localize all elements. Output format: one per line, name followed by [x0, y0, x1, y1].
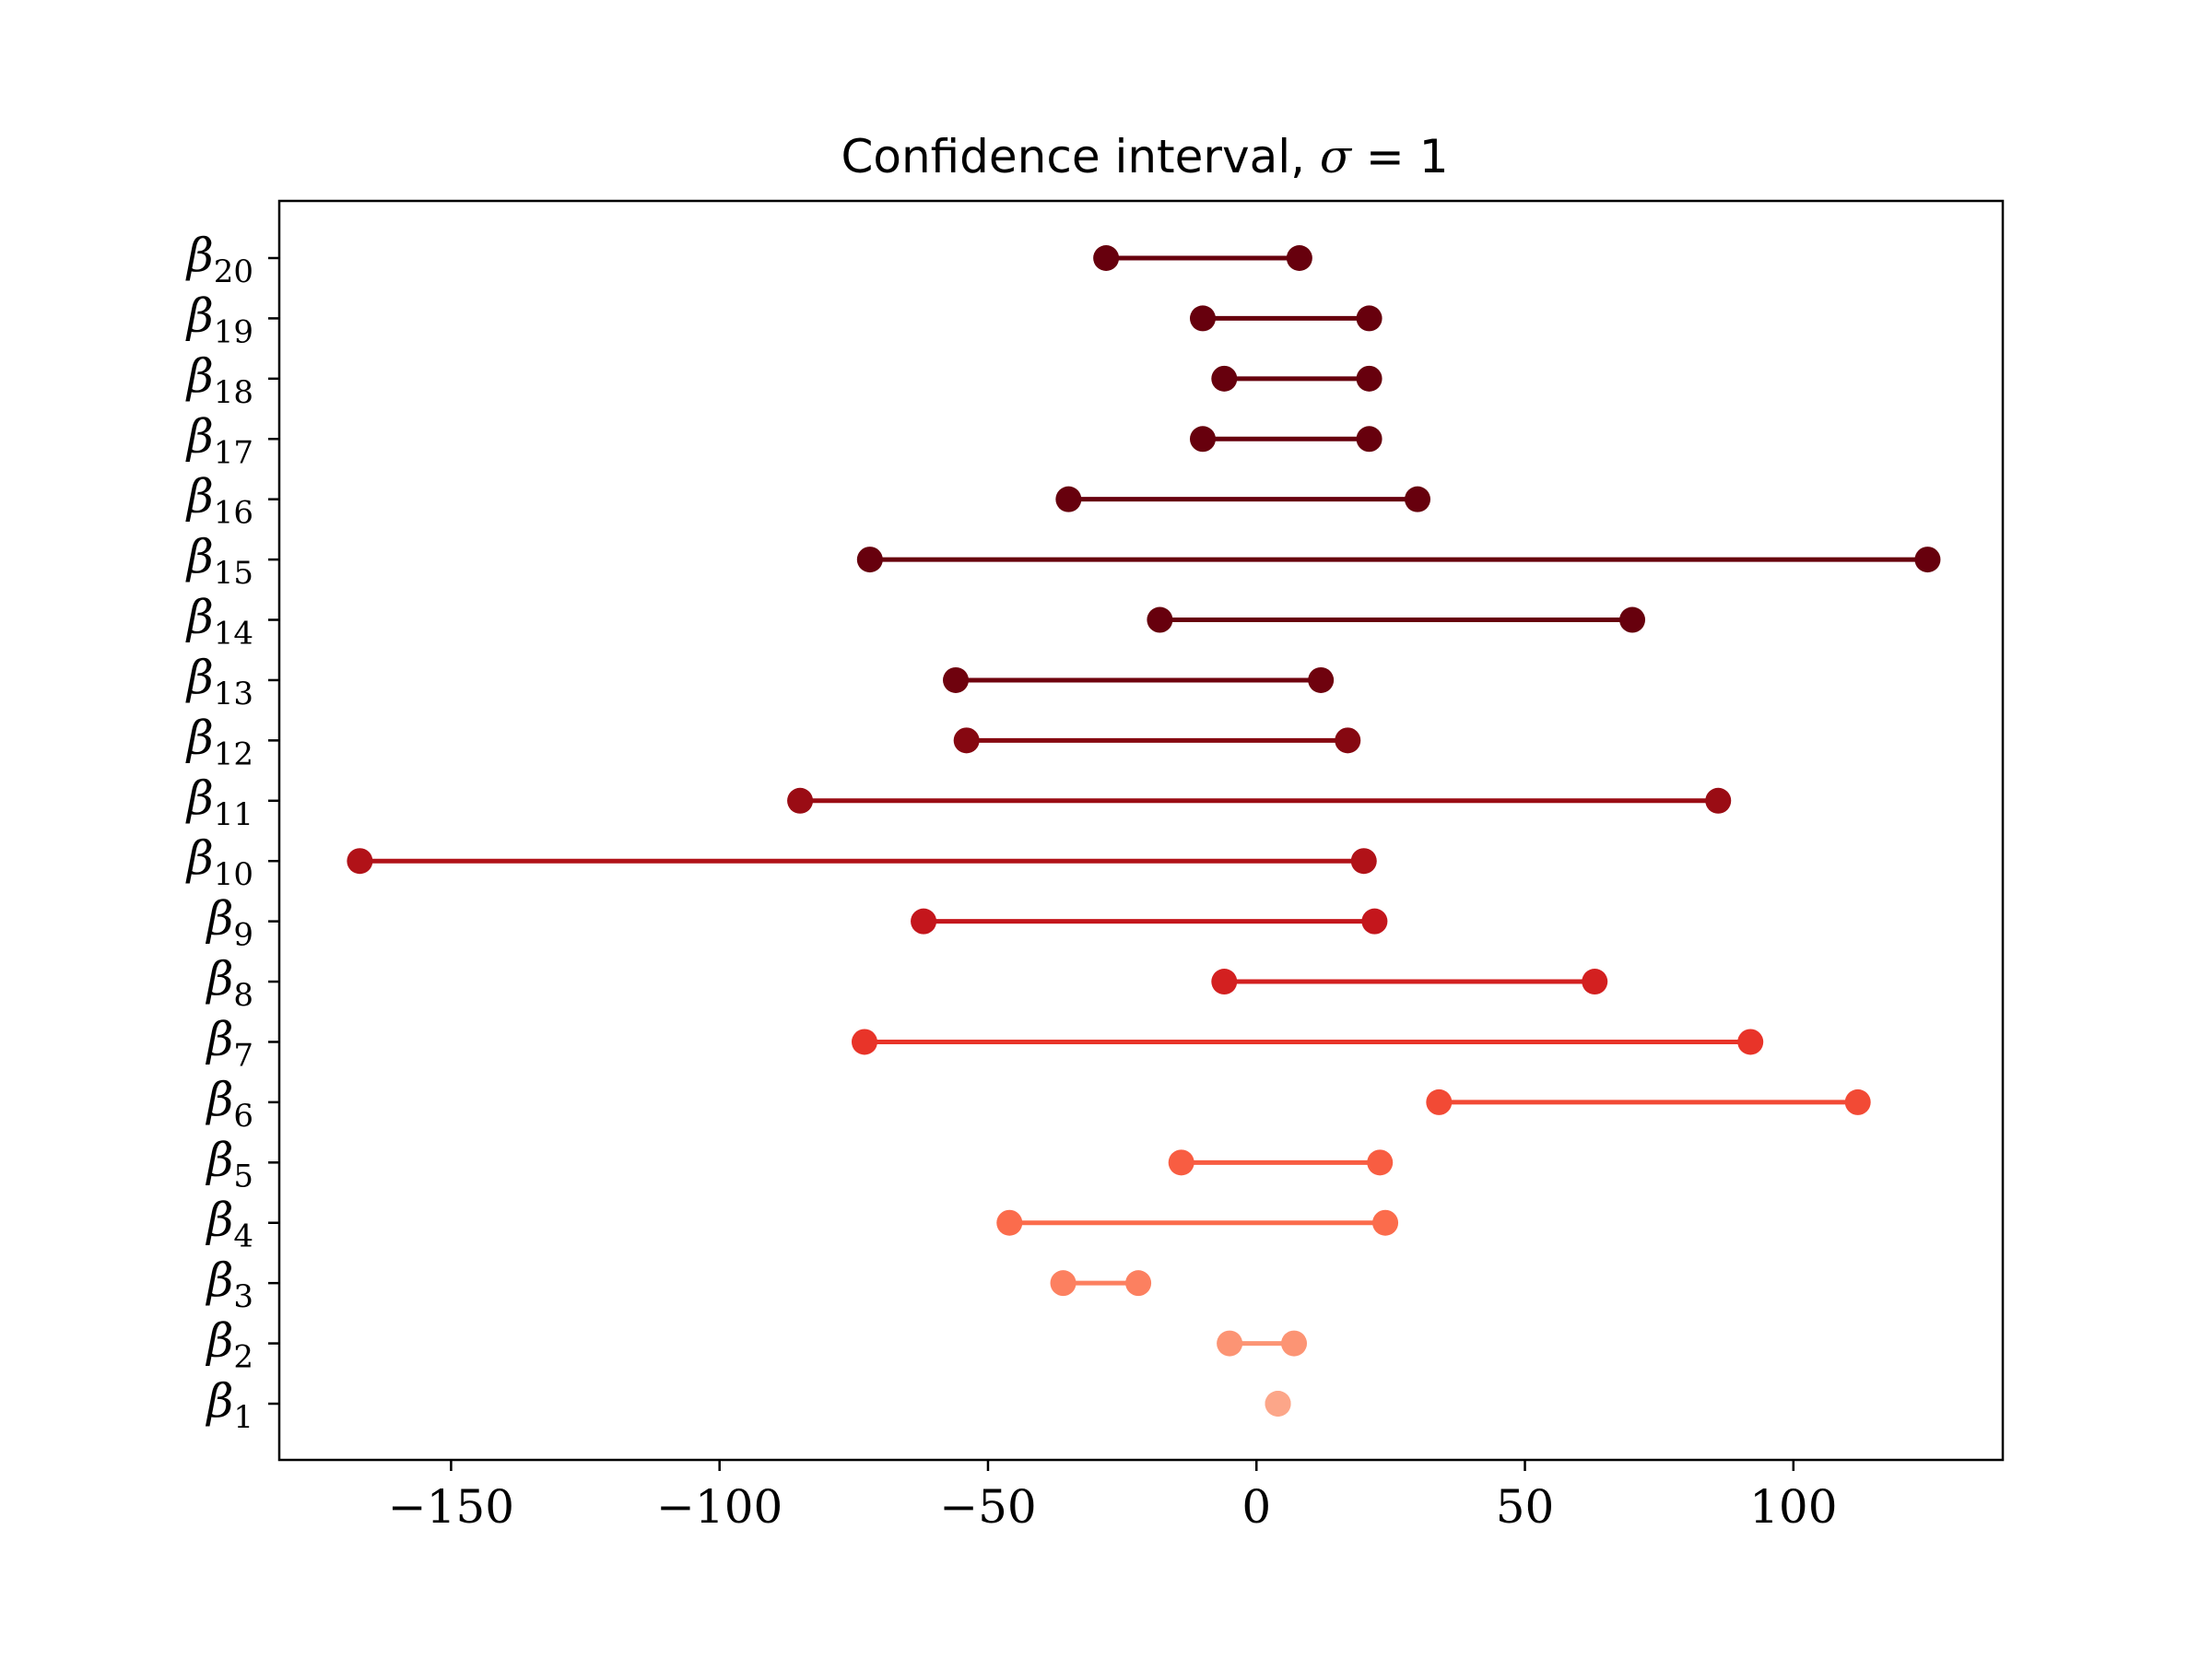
y-tick-label: β3	[205, 1253, 253, 1315]
interval-beta-19	[1189, 305, 1382, 332]
interval-high-point	[1125, 1270, 1152, 1297]
interval-low-point	[1211, 969, 1238, 995]
interval-beta-11	[787, 787, 1732, 814]
y-tick-label: β1	[205, 1374, 253, 1436]
x-tick-label: 100	[1749, 1480, 1837, 1534]
y-tick-label: β8	[205, 952, 253, 1014]
y-tick-label: β14	[185, 591, 253, 653]
interval-high-point	[1265, 1391, 1291, 1417]
interval-low-point	[943, 666, 970, 693]
interval-low-point	[787, 787, 814, 814]
interval-beta-9	[911, 908, 1388, 935]
interval-high-point	[1737, 1029, 1764, 1055]
interval-high-point	[1286, 245, 1312, 271]
interval-beta-20	[1093, 245, 1312, 271]
x-tick-label: −150	[388, 1480, 514, 1534]
y-tick-label: β4	[205, 1194, 253, 1255]
interval-low-point	[1189, 305, 1216, 332]
interval-low-point	[1426, 1088, 1453, 1115]
interval-high-point	[1582, 969, 1608, 995]
x-tick-label: −50	[939, 1480, 1037, 1534]
interval-low-point	[953, 727, 980, 754]
interval-low-point	[1211, 365, 1238, 392]
interval-high-point	[1367, 1149, 1394, 1176]
interval-beta-7	[851, 1029, 1764, 1055]
interval-low-point	[1168, 1149, 1194, 1176]
y-axis: β1β2β3β4β5β6β7β8β9β10β11β12β13β14β15β16β…	[185, 229, 279, 1436]
interval-low-point	[996, 1209, 1023, 1236]
interval-high-point	[1914, 547, 1941, 573]
x-axis: −150 −100 −50 0 50 100	[388, 1460, 1838, 1534]
interval-beta-5	[1168, 1149, 1394, 1176]
interval-low-point	[1217, 1330, 1243, 1357]
x-tick-label: 50	[1496, 1480, 1555, 1534]
interval-high-point	[1335, 727, 1361, 754]
interval-high-point	[1619, 606, 1646, 633]
interval-high-point	[1356, 426, 1382, 453]
interval-beta-8	[1211, 969, 1608, 995]
interval-high-point	[1350, 848, 1377, 875]
y-tick-label: β7	[205, 1012, 253, 1074]
title-sigma-symbol: σ	[1320, 130, 1353, 183]
y-tick-label: β12	[185, 711, 253, 772]
interval-high-point	[1308, 666, 1335, 693]
y-tick-label: β2	[205, 1314, 253, 1376]
y-tick-label: β17	[185, 409, 253, 471]
interval-high-point	[1405, 486, 1431, 512]
y-tick-label: β15	[185, 530, 253, 592]
interval-beta-13	[943, 666, 1335, 693]
interval-beta-2	[1217, 1330, 1308, 1357]
interval-beta-16	[1055, 486, 1431, 512]
interval-beta-4	[996, 1209, 1399, 1236]
y-tick-label: β13	[185, 651, 253, 712]
interval-low-point	[851, 1029, 877, 1055]
y-tick-label: β11	[185, 771, 253, 833]
x-tick-label: 0	[1241, 1480, 1271, 1534]
interval-high-point	[1705, 787, 1732, 814]
interval-beta-6	[1426, 1088, 1871, 1115]
interval-high-point	[1356, 365, 1382, 392]
interval-beta-12	[953, 727, 1361, 754]
interval-low-point	[1055, 486, 1082, 512]
interval-beta-15	[856, 547, 1941, 573]
y-tick-label: β5	[205, 1133, 253, 1194]
y-tick-label: β6	[205, 1073, 253, 1135]
y-tick-label: β10	[185, 831, 253, 893]
x-tick-label: −100	[656, 1480, 782, 1534]
interval-low-point	[1189, 426, 1216, 453]
y-tick-label: β18	[185, 349, 253, 411]
plot-area	[347, 245, 1941, 1417]
interval-low-point	[1050, 1270, 1077, 1297]
interval-beta-14	[1147, 606, 1646, 633]
y-tick-label: β16	[185, 470, 253, 532]
interval-beta-10	[347, 848, 1377, 875]
interval-low-point	[1147, 606, 1173, 633]
interval-high-point	[1361, 908, 1388, 935]
chart-title: Confidence interval, σ = 1	[841, 130, 1448, 183]
interval-low-point	[856, 547, 883, 573]
interval-beta-3	[1050, 1270, 1152, 1297]
interval-low-point	[911, 908, 937, 935]
y-tick-label: β9	[205, 892, 253, 954]
interval-low-point	[347, 848, 373, 875]
interval-high-point	[1372, 1209, 1399, 1236]
interval-beta-1	[1265, 1391, 1291, 1417]
interval-beta-18	[1211, 365, 1382, 392]
interval-beta-17	[1189, 426, 1382, 453]
interval-high-point	[1356, 305, 1382, 332]
plot-frame	[277, 199, 2005, 1462]
y-tick-label: β19	[185, 288, 253, 350]
y-tick-label: β20	[185, 229, 253, 290]
interval-high-point	[1281, 1330, 1308, 1357]
interval-low-point	[1093, 245, 1120, 271]
interval-high-point	[1844, 1088, 1871, 1115]
